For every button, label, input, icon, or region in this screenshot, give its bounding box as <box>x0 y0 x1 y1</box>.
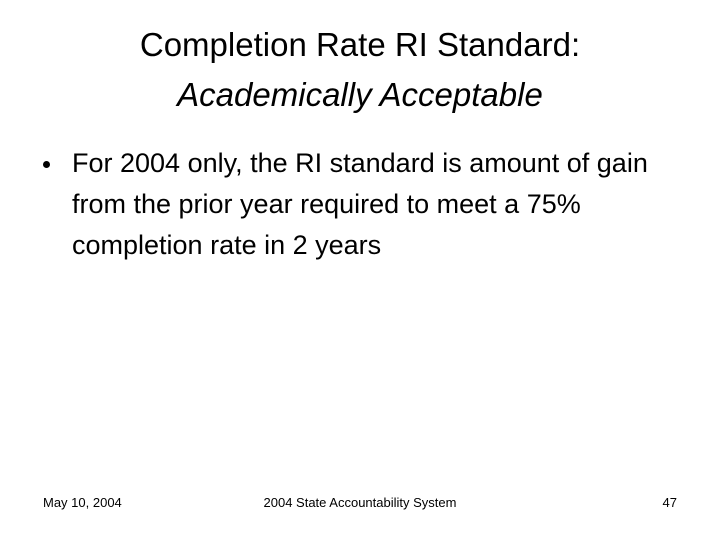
bullet-text: For 2004 only, the RI standard is amount… <box>72 148 648 260</box>
footer-date: May 10, 2004 <box>43 495 122 510</box>
slide-title: Completion Rate RI Standard: <box>139 26 581 63</box>
bullet-list: For 2004 only, the RI standard is amount… <box>0 143 720 266</box>
footer-center: 2004 State Accountability System <box>263 495 457 510</box>
bullet-dot <box>43 161 50 168</box>
slide-subtitle: Academically Acceptable <box>177 76 543 113</box>
page-number: 47 <box>662 495 677 510</box>
bullet-item: For 2004 only, the RI standard is amount… <box>43 143 682 266</box>
